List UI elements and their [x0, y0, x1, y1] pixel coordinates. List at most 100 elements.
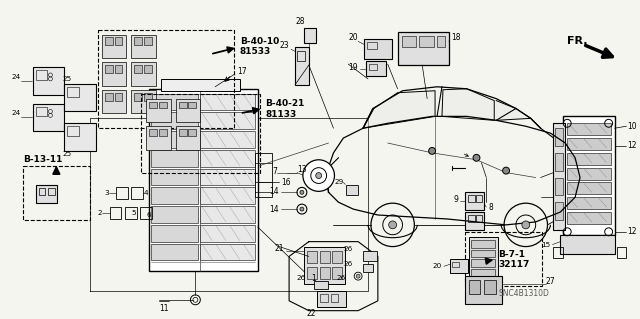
- Bar: [401, 35, 417, 47]
- Bar: [102, 62, 126, 86]
- Bar: [567, 182, 611, 194]
- Bar: [304, 28, 316, 43]
- Text: 20: 20: [349, 33, 358, 42]
- Circle shape: [522, 221, 530, 229]
- Text: 21: 21: [275, 244, 284, 253]
- Text: 10: 10: [627, 122, 637, 131]
- Polygon shape: [442, 89, 494, 120]
- Bar: [419, 35, 434, 47]
- Bar: [556, 202, 563, 220]
- Bar: [333, 267, 342, 279]
- Bar: [102, 34, 126, 58]
- Bar: [554, 247, 563, 258]
- Text: SNC4B1310D: SNC4B1310D: [498, 289, 549, 298]
- Text: 81533: 81533: [240, 47, 271, 56]
- Bar: [465, 232, 541, 286]
- Polygon shape: [496, 100, 531, 120]
- Text: 1: 1: [311, 274, 316, 283]
- Polygon shape: [363, 91, 435, 128]
- Bar: [23, 166, 90, 220]
- Text: 17: 17: [237, 66, 246, 76]
- Bar: [200, 131, 255, 148]
- Text: 32117: 32117: [498, 260, 529, 269]
- Bar: [109, 207, 122, 219]
- Bar: [151, 206, 198, 223]
- Bar: [125, 207, 137, 219]
- Bar: [200, 169, 255, 185]
- Circle shape: [300, 190, 304, 194]
- Bar: [131, 90, 156, 114]
- Bar: [36, 185, 58, 203]
- Bar: [134, 93, 142, 100]
- Text: FR.: FR.: [567, 36, 588, 47]
- Bar: [304, 247, 346, 284]
- Bar: [64, 123, 96, 151]
- Bar: [141, 94, 259, 173]
- Bar: [140, 207, 152, 219]
- Bar: [105, 37, 113, 45]
- Bar: [468, 237, 498, 281]
- Bar: [200, 206, 255, 223]
- Bar: [364, 40, 392, 59]
- Bar: [151, 150, 198, 167]
- Bar: [38, 189, 45, 195]
- Bar: [149, 129, 157, 136]
- Bar: [131, 187, 143, 199]
- Bar: [146, 99, 171, 122]
- Bar: [33, 67, 64, 95]
- Bar: [144, 37, 152, 45]
- Text: 29: 29: [334, 180, 343, 185]
- Text: 28: 28: [295, 17, 305, 26]
- Bar: [333, 251, 342, 263]
- Bar: [563, 116, 614, 235]
- Bar: [314, 281, 328, 289]
- Text: 3: 3: [104, 190, 109, 196]
- Text: 23: 23: [280, 41, 289, 50]
- Bar: [255, 153, 273, 197]
- Text: 15: 15: [541, 241, 550, 248]
- Bar: [307, 251, 317, 263]
- Bar: [146, 126, 171, 150]
- Bar: [397, 32, 449, 65]
- Bar: [465, 192, 484, 210]
- Bar: [151, 169, 198, 185]
- Text: 27: 27: [545, 277, 555, 286]
- Bar: [556, 153, 563, 171]
- Bar: [131, 34, 156, 58]
- Bar: [134, 37, 142, 45]
- Circle shape: [356, 274, 360, 278]
- Text: B-7-1: B-7-1: [498, 250, 525, 259]
- Bar: [369, 64, 377, 70]
- Bar: [319, 251, 330, 263]
- Text: 6: 6: [146, 212, 150, 218]
- Bar: [567, 168, 611, 180]
- Bar: [319, 294, 328, 302]
- Bar: [307, 267, 317, 279]
- Bar: [468, 280, 481, 294]
- Text: 20: 20: [433, 263, 442, 269]
- Text: 12: 12: [627, 227, 637, 236]
- Text: 16: 16: [281, 178, 291, 187]
- Bar: [200, 187, 255, 204]
- Bar: [477, 215, 483, 222]
- Bar: [366, 61, 386, 76]
- Text: 13: 13: [297, 165, 307, 174]
- Bar: [317, 291, 346, 307]
- Bar: [363, 251, 377, 261]
- Bar: [567, 197, 611, 209]
- Bar: [161, 79, 240, 91]
- Bar: [200, 112, 255, 129]
- Text: 4: 4: [144, 190, 148, 196]
- Bar: [556, 128, 563, 146]
- Bar: [151, 187, 198, 204]
- Text: 11: 11: [159, 304, 168, 313]
- Text: 8: 8: [488, 203, 493, 211]
- Bar: [116, 187, 129, 199]
- Bar: [159, 101, 167, 108]
- Text: 26: 26: [344, 261, 353, 267]
- Bar: [189, 101, 196, 108]
- Bar: [175, 99, 200, 122]
- Text: 25: 25: [62, 151, 72, 157]
- Bar: [179, 101, 186, 108]
- Bar: [465, 212, 484, 230]
